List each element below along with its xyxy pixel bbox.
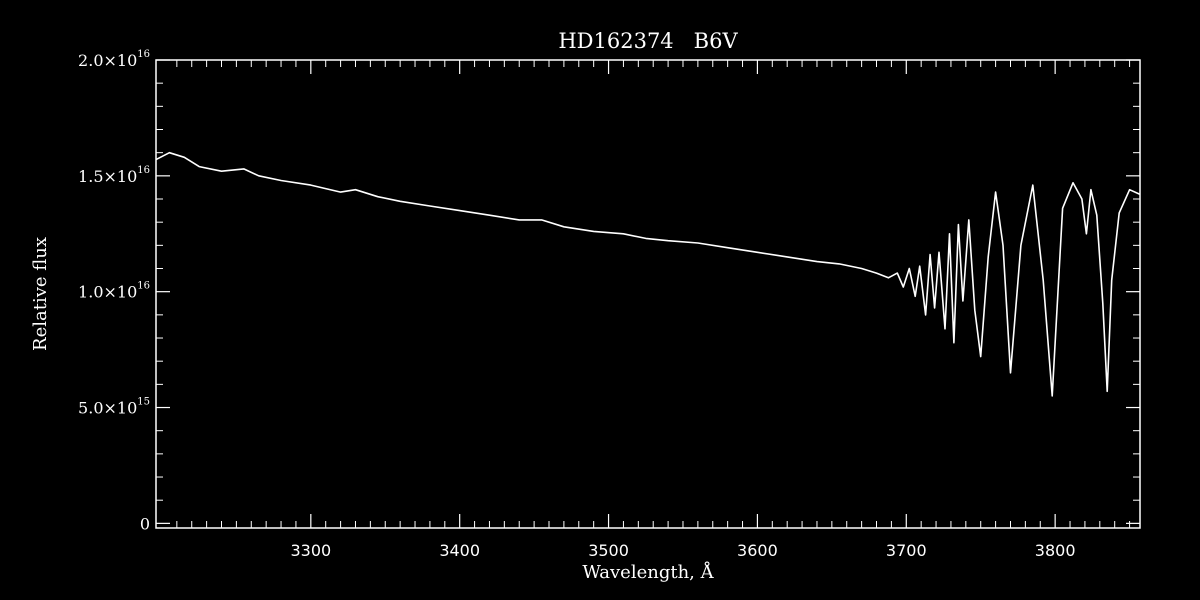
y-tick-label: 1.5×1016 — [78, 165, 150, 186]
x-tick-label: 3600 — [737, 541, 778, 560]
plot-frame — [155, 59, 1141, 529]
x-tick-label: 3300 — [290, 541, 331, 560]
x-tick-label: 3700 — [886, 541, 927, 560]
x-tick-label: 3500 — [588, 541, 629, 560]
axis-ticks — [156, 59, 1140, 528]
x-tick-labels: 3300 3400 3500 3600 3700 3800 — [290, 541, 1075, 560]
y-tick-label: 1.0×1016 — [78, 281, 150, 302]
plot-area — [155, 151, 1141, 397]
y-tick-label: 5.0×1015 — [78, 397, 150, 418]
x-axis-label: Wavelength, Å — [582, 561, 714, 583]
y-tick-label: 0 — [140, 514, 150, 533]
x-tick-label: 3400 — [439, 541, 480, 560]
chart-title: HD162374 B6V — [558, 29, 738, 53]
spectrum-line — [155, 151, 1141, 397]
y-axis-label: Relative flux — [30, 237, 51, 351]
y-tick-labels: 0 5.0×1015 1.0×1016 1.5×1016 2.0×1016 — [78, 49, 150, 533]
x-tick-label: 3800 — [1035, 541, 1076, 560]
y-tick-label: 2.0×1016 — [78, 49, 150, 70]
